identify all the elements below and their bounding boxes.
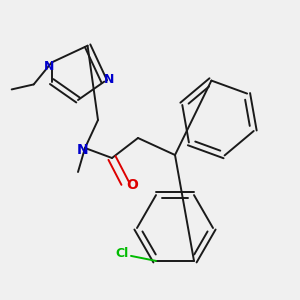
Text: O: O (126, 178, 138, 192)
Text: N: N (104, 73, 115, 86)
Text: N: N (44, 60, 54, 73)
Text: N: N (77, 143, 89, 157)
Text: Cl: Cl (116, 248, 129, 260)
